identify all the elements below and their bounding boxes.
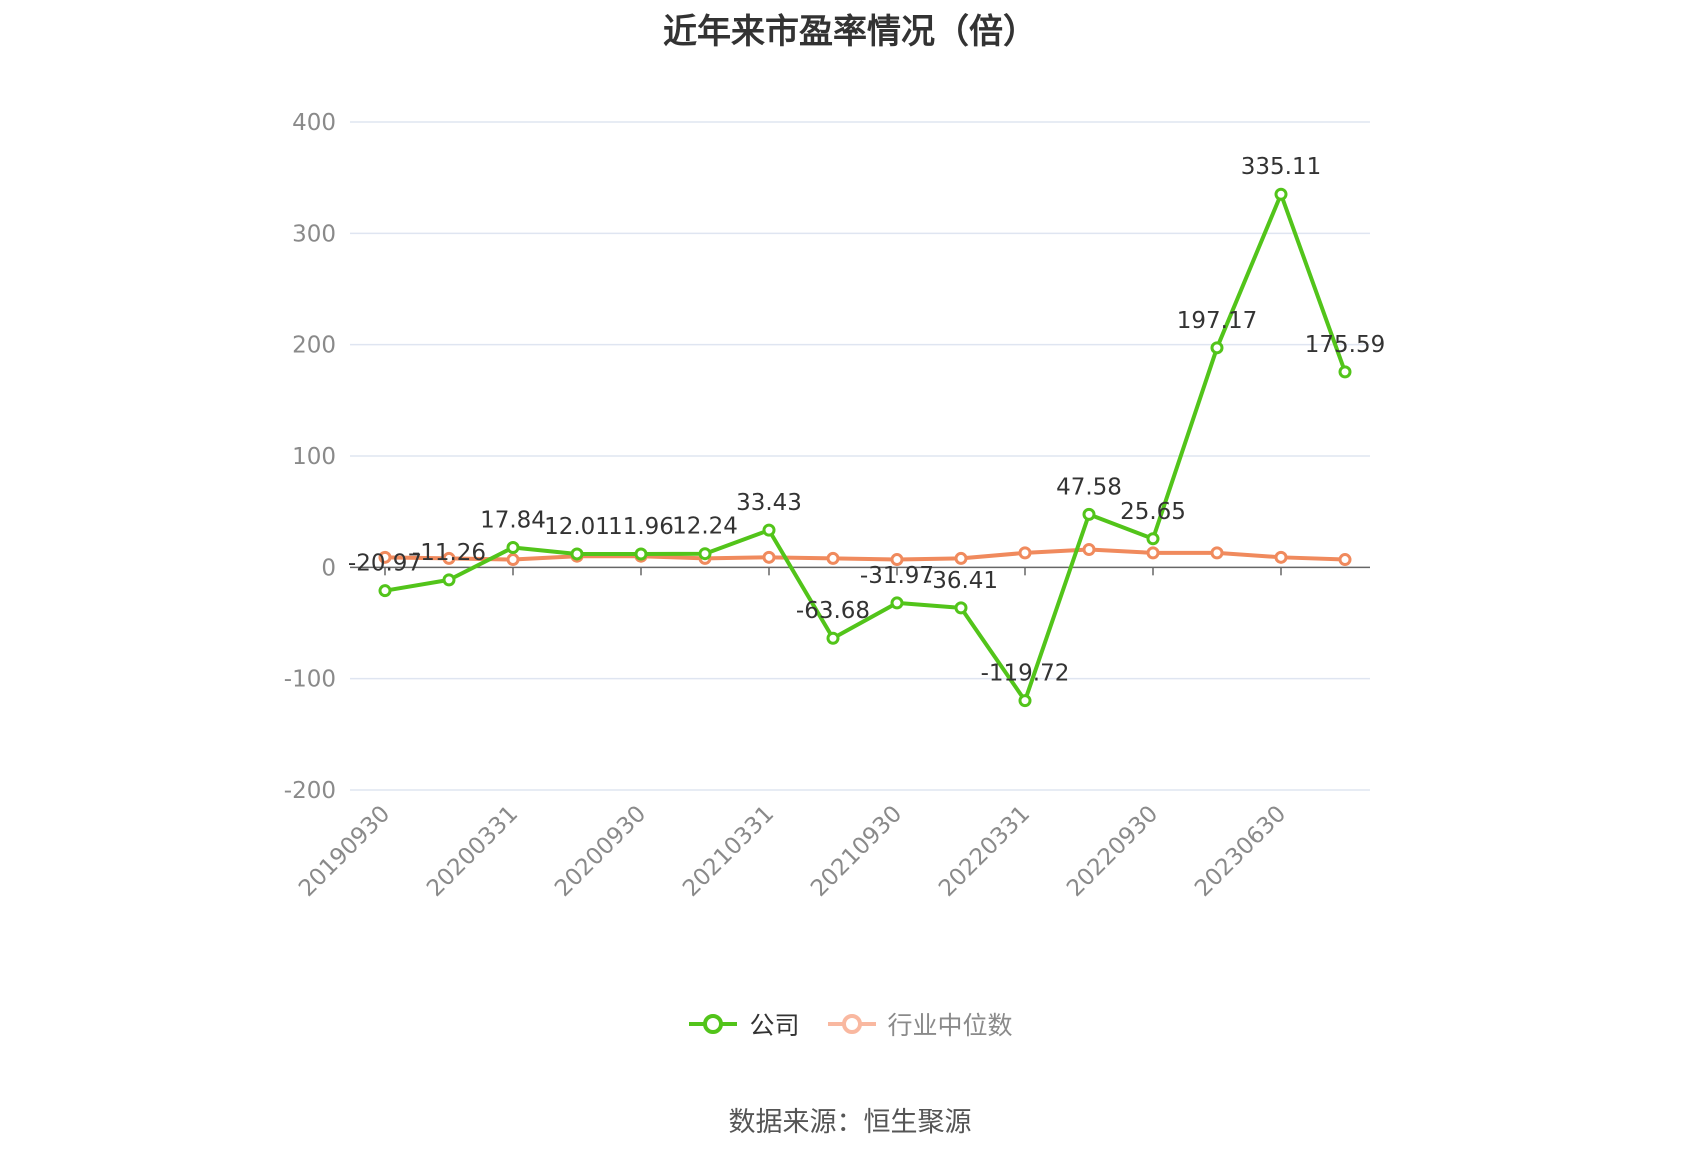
y-axis-ticks: 400 300 200 100 0 -100 -200 [284,110,336,804]
data-label: -31.97 [860,563,934,589]
industry-point [826,551,840,565]
legend: 公司 行业中位数 [0,1006,1700,1042]
company-point [378,584,392,598]
company-point [1082,507,1096,521]
industry-point [1210,546,1224,560]
chart-title: 近年来市盈率情况（倍） [663,12,1037,52]
company-point [890,596,904,610]
industry-point [506,553,520,567]
data-label: 17.84 [480,507,546,533]
x-tick-label: 20220930 [1062,801,1163,902]
y-tick-label: 300 [292,221,336,247]
data-label: -11.26 [412,540,486,566]
industry-point [378,550,392,564]
series-layer [378,187,1352,708]
data-label: 12.01 [544,514,610,540]
x-tick-label: 20230630 [1190,801,1291,902]
data-label: -20.97 [348,551,422,577]
industry-point [442,551,456,565]
y-tick-label: 200 [292,333,336,359]
data-label: 47.58 [1056,474,1122,500]
industry-point [1338,553,1352,567]
data-label: 11.96 [608,514,674,540]
company-point [1274,187,1288,201]
company-point [698,547,712,561]
data-label: 33.43 [736,490,802,516]
data-label: 25.65 [1120,499,1186,525]
data-label: -119.72 [981,661,1070,687]
industry-point [1018,546,1032,560]
industry-point [1274,550,1288,564]
company-point [826,631,840,645]
data-label: 197.17 [1177,308,1257,334]
x-tick-label: 20200331 [422,801,523,902]
industry-point [890,553,904,567]
company-point [1018,694,1032,708]
company-point [634,547,648,561]
industry-point [1082,543,1096,557]
company-point [1338,365,1352,379]
y-tick-label: 100 [292,444,336,470]
grid-lines [350,121,1370,791]
legend-industry-icon [827,1014,876,1034]
company-point [442,573,456,587]
x-tick-label: 20210331 [678,801,779,902]
data-source: 数据来源：恒生聚源 [728,1107,972,1138]
x-tick-label: 20220331 [934,801,1035,902]
company-point [1210,341,1224,355]
data-label: 175.59 [1305,332,1385,358]
data-label: 12.24 [672,514,738,540]
data-label: -63.68 [796,598,870,624]
company-point [954,601,968,615]
legend-company-label: 公司 [749,1011,800,1040]
company-point [762,523,776,537]
company-point [1146,532,1160,546]
y-tick-label: 400 [292,110,336,136]
legend-item-company[interactable]: 公司 [687,1006,800,1042]
industry-point [954,551,968,565]
y-tick-label: -100 [284,667,336,693]
data-label: -36.41 [924,568,998,594]
company-line [384,192,1347,703]
legend-industry-label: 行业中位数 [887,1011,1013,1040]
company-point [506,540,520,554]
industry-point [762,550,776,564]
legend-company-icon [689,1014,738,1034]
x-tick-label: 20210930 [806,801,907,902]
x-tick-label: 20190930 [294,801,395,902]
y-tick-label: 0 [321,555,336,581]
x-tick-label: 20200930 [550,801,651,902]
industry-line [384,547,1346,562]
y-tick-label: -200 [284,778,336,804]
legend-item-industry[interactable]: 行业中位数 [826,1006,1013,1042]
data-label: 335.11 [1241,154,1321,180]
line-chart: 400 300 200 100 0 -100 -200 20190930 20200331 20… [284,110,1385,902]
company-point [570,547,584,561]
industry-point [1146,546,1160,560]
